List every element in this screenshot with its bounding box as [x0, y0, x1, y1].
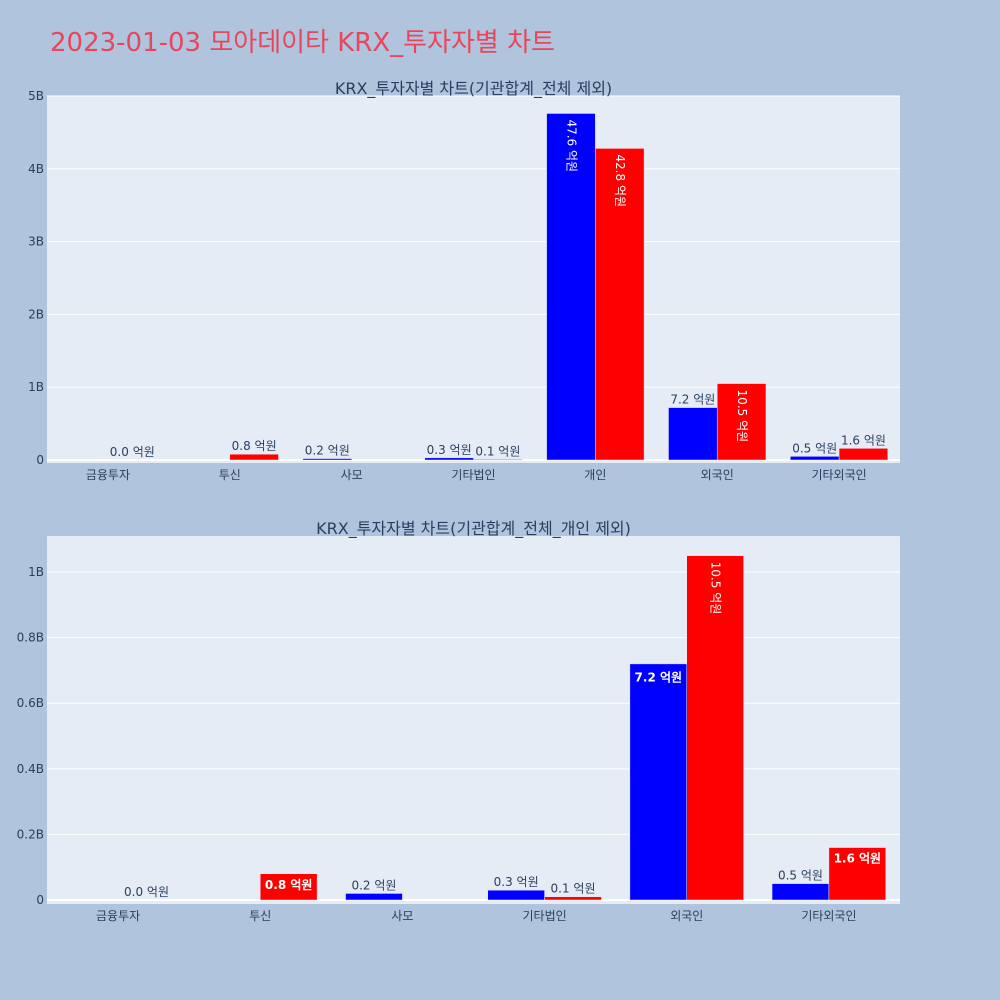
page-title: 2023-01-03 모아데이타 KRX_투자자별 차트 [50, 28, 555, 58]
bar [260, 873, 318, 901]
bar-label: 0.2 억원 [351, 878, 396, 892]
bar [828, 847, 887, 901]
x-tick-label: 기타법인 [451, 468, 495, 482]
bar [544, 896, 602, 901]
bar [473, 459, 523, 461]
bar-label: 10.5 억원 [735, 390, 749, 443]
chart-top: 0 1B 2B 3B 4B 5B KRX_투자자별 차트(기관합계_전체 제외) 금융투자 0.… [28, 79, 900, 482]
bar [487, 889, 545, 901]
bar [546, 113, 596, 461]
bar [302, 458, 352, 461]
bar-label: 7.2 억원 [670, 393, 715, 407]
y-tick-label: 1B [28, 565, 44, 579]
x-tick-label: 개인 [584, 468, 606, 482]
x-tick-label: 사모 [341, 468, 363, 482]
x-tick-label: 기타법인 [522, 909, 566, 923]
bar [629, 663, 688, 901]
plot-area [47, 96, 900, 463]
y-tick-label: 2B [28, 307, 44, 321]
y-tick-label: 0.4B [17, 762, 44, 776]
bar-label: 0.1 억원 [551, 882, 596, 896]
bar [345, 893, 403, 901]
x-tick-label: 사모 [391, 909, 413, 923]
y-tick-label: 4B [28, 162, 44, 176]
x-tick-label: 기타외국인 [811, 468, 866, 482]
bar [686, 555, 744, 901]
x-tick-label: 금융투자 [86, 468, 130, 482]
plot-area [47, 536, 900, 904]
bar-label: 10.5 억원 [709, 562, 723, 615]
bar-label: 0.5 억원 [792, 441, 837, 455]
y-tick-label: 3B [28, 235, 44, 249]
bar-label: 0.0 억원 [110, 445, 155, 459]
bar-label: 1.6 억원 [841, 433, 886, 447]
bar-label: 42.8 억원 [613, 154, 627, 207]
x-tick-label: 외국인 [670, 909, 703, 923]
bar-label: 7.2 억원 [635, 670, 683, 684]
bar-label: 1.6 억원 [834, 852, 882, 866]
bar-label: 0.5 억원 [778, 869, 823, 883]
x-tick-label: 외국인 [701, 468, 734, 482]
bar [716, 383, 767, 461]
y-tick-label: 0.6B [17, 696, 44, 710]
x-tick-label: 기타외국인 [801, 909, 856, 923]
chart-bottom: 0 0.2B 0.4B 0.6B 0.8B 1B KRX_투자자별 차트(기관합계_전체_개… [17, 519, 900, 923]
bar [424, 457, 474, 461]
bar-label: 0.3 억원 [494, 875, 539, 889]
bar [838, 448, 889, 461]
chart-title: KRX_투자자별 차트(기관합계_전체_개인 제외) [316, 519, 631, 539]
bar-label: 47.6 억원 [564, 119, 578, 172]
bar [771, 883, 830, 901]
x-tick-label: 금융투자 [96, 909, 140, 923]
bar-label: 0.3 억원 [427, 443, 472, 457]
bar [595, 148, 645, 461]
y-tick-label: 0 [36, 893, 44, 907]
y-tick-label: 1B [28, 380, 44, 394]
x-tick-label: 투신 [249, 909, 271, 923]
bar-label: 0.8 억원 [265, 878, 313, 892]
x-tick-label: 투신 [219, 468, 241, 482]
bar-label: 0.1 억원 [475, 444, 520, 458]
y-tick-label: 0.8B [17, 631, 44, 645]
y-tick-label: 0.2B [17, 827, 44, 841]
y-tick-label: 0 [36, 453, 44, 467]
y-tick-label: 5B [28, 89, 44, 103]
bar [790, 456, 840, 461]
bar-label: 0.8 억원 [232, 439, 277, 453]
chart-title: KRX_투자자별 차트(기관합계_전체 제외) [335, 79, 612, 99]
bar [229, 453, 279, 461]
bar-label: 0.2 억원 [305, 444, 350, 458]
bar [668, 407, 718, 461]
bar-label: 0.0 억원 [124, 885, 169, 899]
